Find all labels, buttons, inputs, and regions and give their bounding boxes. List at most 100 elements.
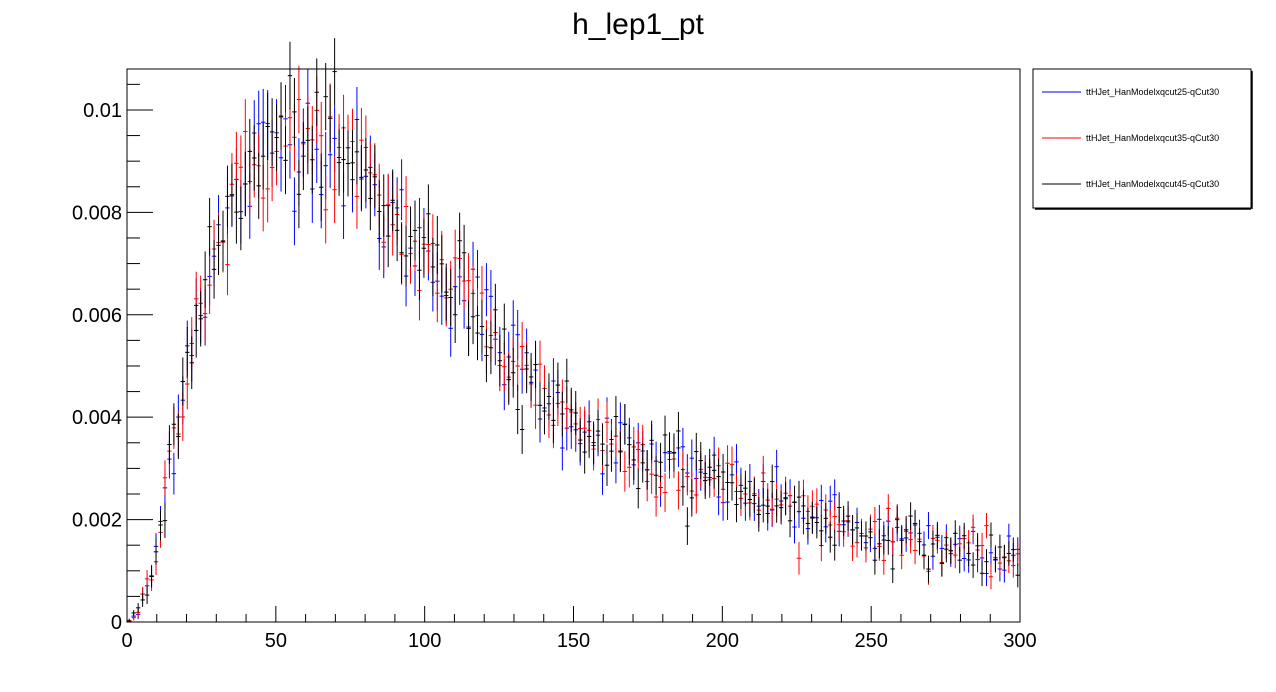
data-point	[502, 303, 507, 355]
data-point	[814, 506, 820, 539]
data-point	[354, 119, 360, 185]
data-point	[836, 492, 842, 523]
data-point	[917, 527, 922, 556]
data-point	[694, 432, 699, 471]
data-point	[957, 547, 962, 574]
data-point	[676, 411, 681, 450]
data-point	[135, 603, 141, 613]
data-point	[569, 387, 574, 432]
data-point	[711, 452, 717, 489]
data-point	[144, 570, 150, 588]
data-point	[903, 515, 909, 544]
data-point	[997, 534, 1003, 560]
data-point	[604, 444, 610, 486]
data-point	[680, 467, 686, 506]
data-point	[649, 454, 654, 494]
data-point	[542, 387, 547, 435]
series-layer	[127, 38, 1020, 623]
data-point	[225, 233, 230, 296]
data-point	[979, 560, 985, 586]
data-point	[198, 291, 203, 347]
data-point	[448, 269, 453, 327]
data-point	[877, 529, 882, 559]
data-point	[301, 122, 306, 191]
data-point	[886, 494, 891, 523]
data-point	[350, 130, 355, 196]
data-point	[256, 152, 261, 219]
y-tick-label: 0.008	[72, 202, 122, 224]
data-point	[796, 480, 802, 514]
data-point	[292, 77, 297, 146]
data-point	[761, 455, 766, 491]
data-point	[185, 327, 190, 378]
data-point	[345, 130, 351, 197]
data-point	[761, 488, 766, 523]
data-point	[609, 430, 614, 472]
data-point	[984, 512, 989, 539]
data-point	[386, 205, 391, 268]
data-point	[399, 159, 404, 221]
data-point	[636, 468, 641, 509]
data-point	[729, 464, 735, 501]
data-point	[627, 424, 632, 465]
data-point	[216, 215, 221, 276]
data-point	[162, 503, 168, 539]
data-point	[988, 522, 994, 548]
data-point	[622, 451, 628, 492]
data-point	[265, 155, 270, 223]
data-point	[551, 397, 556, 444]
data-point	[640, 443, 645, 483]
legend: ttHJet_HanModelxqcut25-qCut30 ttHJet_HanM…	[1032, 68, 1253, 210]
data-point	[403, 225, 409, 287]
data-point	[716, 458, 721, 495]
data-point	[493, 283, 498, 336]
data-point	[225, 165, 230, 228]
data-point	[993, 546, 998, 572]
data-point	[408, 206, 413, 267]
data-point	[979, 532, 985, 559]
data-point	[948, 537, 953, 564]
x-tick-label: 0	[121, 630, 132, 652]
data-point	[774, 489, 779, 523]
legend-label: ttHJet_HanModelxqcut25-qCut30	[1086, 87, 1219, 97]
data-point	[537, 340, 543, 388]
data-point	[1006, 541, 1012, 566]
data-point	[819, 484, 824, 517]
data-point	[653, 455, 659, 495]
data-point	[877, 504, 882, 534]
data-point	[533, 381, 538, 429]
data-point	[961, 522, 967, 549]
data-point	[359, 145, 364, 210]
data-point	[1015, 541, 1020, 566]
data-point	[577, 418, 583, 462]
data-point	[604, 401, 610, 443]
data-point	[296, 160, 302, 229]
data-point	[421, 218, 427, 278]
data-point	[452, 286, 458, 344]
data-point	[377, 180, 382, 243]
data-point	[1011, 537, 1016, 562]
data-point	[336, 129, 342, 196]
data-point	[466, 252, 471, 309]
data-point	[368, 166, 373, 231]
data-point	[234, 180, 239, 244]
data-point	[868, 517, 873, 547]
data-point	[819, 515, 824, 547]
data-point	[832, 529, 837, 561]
data-point	[939, 550, 945, 577]
data-point	[586, 414, 592, 458]
data-point	[600, 423, 605, 466]
data-point	[631, 439, 636, 480]
data-point	[658, 442, 663, 482]
data-point	[970, 552, 976, 578]
data-point	[390, 169, 395, 232]
data-point	[131, 610, 136, 616]
legend-entry: ttHJet_HanModelxqcut25-qCut30	[1042, 87, 1219, 97]
data-point	[774, 449, 779, 484]
data-point	[269, 98, 275, 166]
data-point	[466, 300, 471, 357]
data-point	[238, 186, 244, 251]
data-point	[926, 512, 931, 540]
data-point	[519, 322, 525, 371]
